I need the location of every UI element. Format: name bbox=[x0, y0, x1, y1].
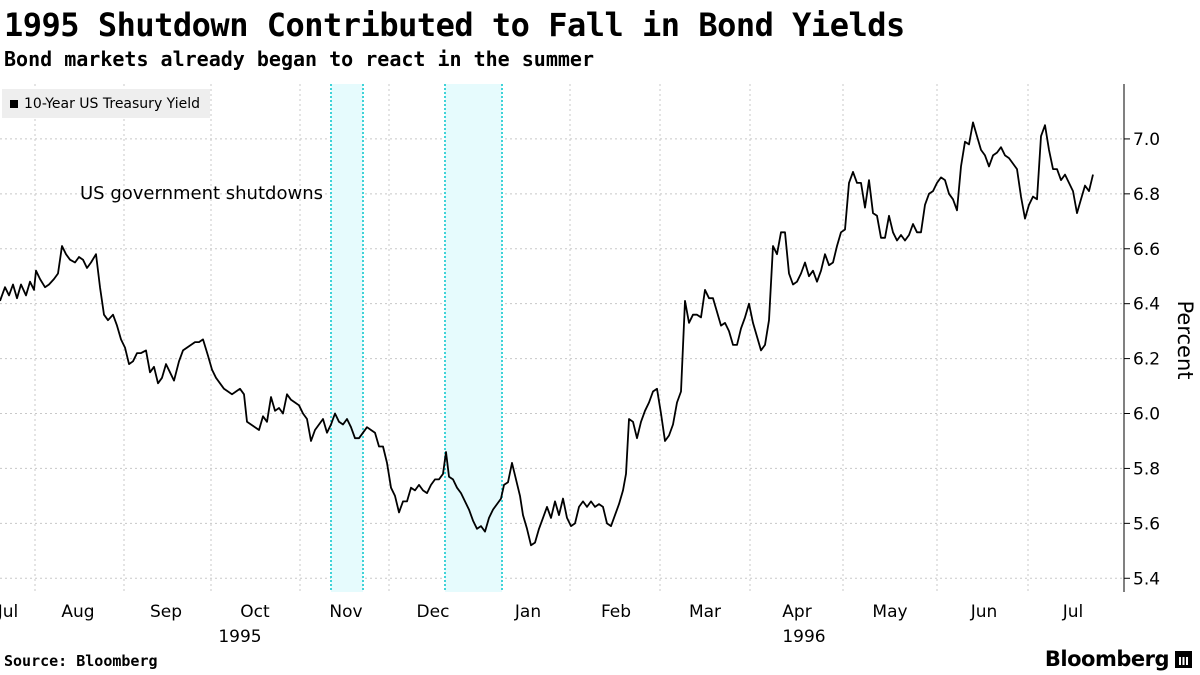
bloomberg-chart-icon bbox=[1175, 650, 1192, 668]
y-tick-label: 6.2 bbox=[1133, 350, 1160, 370]
brand-name: Bloomberg bbox=[1044, 647, 1170, 671]
x-tick-label: Dec bbox=[417, 602, 450, 622]
x-tick-label: Aug bbox=[61, 602, 94, 622]
chart-subtitle: Bond markets already began to react in t… bbox=[4, 47, 595, 71]
y-tick-label: 6.0 bbox=[1133, 405, 1160, 425]
y-tick-label: 6.8 bbox=[1133, 185, 1160, 205]
x-tick-label: Jan bbox=[514, 602, 541, 622]
y-tick-label: 6.6 bbox=[1133, 240, 1160, 260]
brand-logo: Bloomberg bbox=[1045, 647, 1192, 671]
source-note: Source: Bloomberg bbox=[4, 652, 158, 670]
x-tick-label: May bbox=[872, 602, 907, 622]
y-tick-label: 7.0 bbox=[1133, 130, 1160, 150]
y-tick-label: 5.6 bbox=[1133, 514, 1160, 534]
series-line-10yr-treasury bbox=[0, 121, 1094, 547]
legend-swatch bbox=[10, 99, 18, 108]
x-tick-label: Sep bbox=[150, 602, 182, 622]
axes: 5.4 5.6 5.8 6.0 6.2 6.4 6.6 6.8 7.0 Jul Aug Sep Oct N… bbox=[0, 84, 1160, 647]
shutdown-band-1 bbox=[331, 84, 363, 592]
x-year-label: 1996 bbox=[782, 627, 825, 647]
x-tick-label: Jun bbox=[970, 602, 998, 622]
x-tick-label: Feb bbox=[601, 602, 631, 622]
y-tick-label: 6.4 bbox=[1133, 295, 1160, 315]
shutdown-annotation: US government shutdowns bbox=[80, 183, 323, 204]
x-tick-label: Apr bbox=[782, 602, 811, 622]
legend-label: 10-Year US Treasury Yield bbox=[24, 95, 201, 112]
y-axis-label: Percent bbox=[1173, 300, 1197, 379]
legend: 10-Year US Treasury Yield bbox=[2, 89, 211, 118]
chart-title: 1995 Shutdown Contributed to Fall in Bon… bbox=[4, 6, 905, 44]
shutdown-shading bbox=[330, 84, 503, 592]
x-tick-label: Mar bbox=[689, 602, 721, 622]
plot-area bbox=[0, 84, 1124, 592]
chart-background bbox=[0, 84, 1124, 592]
x-tick-label: Oct bbox=[240, 602, 270, 622]
y-tick-label: 5.4 bbox=[1133, 569, 1160, 589]
series-line-layer bbox=[0, 121, 1094, 547]
y-tick-label: 5.8 bbox=[1133, 459, 1160, 479]
x-tick-label: Nov bbox=[329, 602, 362, 622]
gridlines bbox=[0, 84, 1124, 592]
x-tick-label: Jul bbox=[0, 602, 18, 622]
shutdown-band-2 bbox=[445, 84, 502, 592]
x-year-label: 1995 bbox=[218, 627, 261, 647]
x-tick-label: Jul bbox=[1062, 602, 1084, 622]
